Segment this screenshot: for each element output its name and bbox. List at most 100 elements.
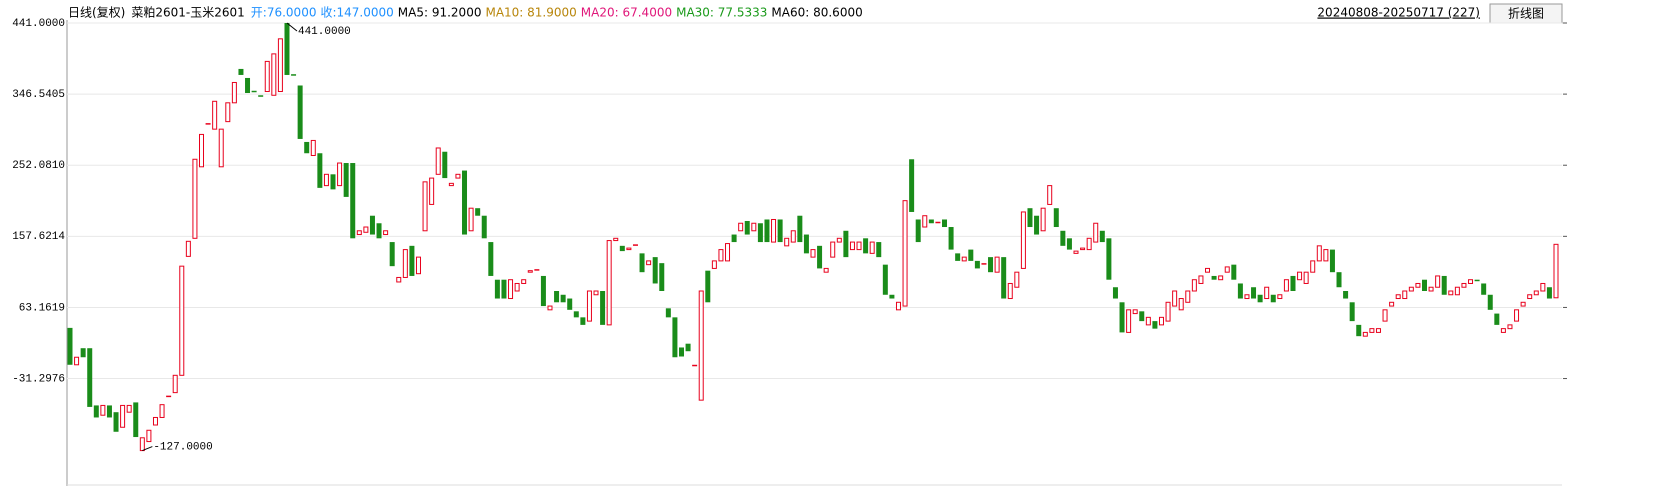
- candle-body: [343, 163, 349, 197]
- candle-body: [863, 238, 869, 254]
- candle-body: [744, 220, 750, 235]
- annotation-arrow: [286, 22, 298, 32]
- candle-body: [1461, 282, 1467, 288]
- candle-body: [1533, 290, 1539, 296]
- candle-body: [1040, 207, 1046, 232]
- candle-body: [277, 38, 283, 93]
- candle-body: [1106, 238, 1112, 280]
- button-label[interactable]: 折线图: [1508, 6, 1544, 21]
- y-tick-label: 441.0000: [12, 18, 65, 30]
- candle-body: [698, 290, 704, 401]
- header-item: MA20: 67.4000: [581, 6, 672, 20]
- candle-body: [1165, 301, 1171, 322]
- candle-body: [179, 265, 185, 376]
- candle-body: [751, 222, 757, 232]
- candle-body: [961, 256, 967, 262]
- candle-body: [264, 60, 270, 93]
- candle-body: [363, 226, 369, 233]
- candle-body: [1172, 290, 1178, 307]
- candle-body: [1270, 294, 1276, 303]
- candle-body: [902, 200, 908, 307]
- candle-body: [1053, 208, 1059, 228]
- candle-body: [928, 219, 934, 224]
- candle-body: [1402, 290, 1408, 300]
- candle-body: [212, 100, 218, 130]
- candle-body: [1080, 247, 1086, 251]
- candle-body: [1546, 287, 1552, 299]
- candle-body: [402, 249, 408, 278]
- candle-body: [639, 253, 645, 273]
- candle-body: [1020, 211, 1026, 269]
- candle-body: [1086, 237, 1092, 251]
- candle-body: [836, 237, 842, 243]
- candle-body: [1435, 275, 1441, 288]
- candle-body: [80, 348, 86, 358]
- candle-body: [74, 356, 80, 366]
- candle-body: [1349, 302, 1355, 322]
- candle-body: [600, 291, 606, 325]
- candle-body: [304, 141, 310, 154]
- annotation-label: 441.0000: [298, 26, 351, 38]
- candle-body: [1415, 282, 1421, 288]
- candle-body: [560, 294, 566, 303]
- candle-body: [356, 230, 362, 236]
- candle-body: [764, 219, 770, 243]
- candle-body: [1152, 321, 1158, 329]
- header-item: MA5: 91.2000: [398, 6, 482, 20]
- candle-body: [1066, 238, 1072, 250]
- candle-body: [271, 53, 277, 96]
- candle-body: [1198, 275, 1204, 284]
- candle-body: [790, 230, 796, 243]
- candle-body: [922, 215, 928, 228]
- candle-body: [803, 234, 809, 254]
- candle-body: [889, 294, 895, 299]
- candle-body: [462, 170, 468, 235]
- candle-body: [830, 241, 836, 258]
- candle-body: [330, 174, 336, 190]
- candle-body: [725, 243, 731, 262]
- candle-body: [1297, 271, 1303, 281]
- candle-body: [586, 290, 592, 322]
- candle-body: [1323, 249, 1329, 262]
- candle-body: [1158, 316, 1164, 326]
- candle-body: [409, 245, 415, 276]
- candle-body: [547, 305, 553, 311]
- candle-body: [1126, 309, 1132, 333]
- candle-body: [1527, 294, 1533, 300]
- candle-body: [606, 240, 612, 326]
- candle-body: [100, 404, 106, 416]
- candle-body: [1277, 294, 1283, 300]
- date-range[interactable]: 20240808-20250717 (227): [1317, 6, 1480, 20]
- y-tick-label: 63.1619: [19, 302, 65, 314]
- candle-body: [856, 241, 862, 251]
- candle-body: [1507, 324, 1513, 330]
- candle-body: [258, 95, 264, 97]
- candle-body: [225, 102, 231, 123]
- candle-body: [297, 85, 303, 139]
- candle-body: [1264, 286, 1270, 300]
- candle-body: [777, 219, 783, 243]
- candle-body: [429, 177, 435, 205]
- candle-body: [718, 249, 724, 262]
- candle-body: [192, 158, 198, 239]
- candle-body: [540, 275, 546, 307]
- candle-body: [67, 327, 73, 365]
- candle-body: [1139, 311, 1145, 322]
- candle-body: [731, 234, 737, 243]
- candle-body: [1244, 294, 1250, 300]
- candle-body: [1382, 309, 1388, 322]
- candle-body: [1001, 257, 1007, 299]
- candle-body: [1494, 313, 1500, 325]
- candle-body: [159, 404, 165, 418]
- header-item: MA30: 77.5333: [676, 6, 767, 20]
- candle-body: [185, 240, 191, 257]
- candle-body: [1540, 282, 1546, 292]
- candle-body: [1303, 271, 1309, 284]
- candle-body: [1112, 287, 1118, 299]
- candle-body: [1454, 286, 1460, 296]
- candle-body: [501, 279, 507, 299]
- candle-body: [711, 260, 717, 269]
- candle-body: [817, 245, 823, 269]
- candle-body: [1408, 286, 1414, 292]
- candle-body: [652, 257, 658, 284]
